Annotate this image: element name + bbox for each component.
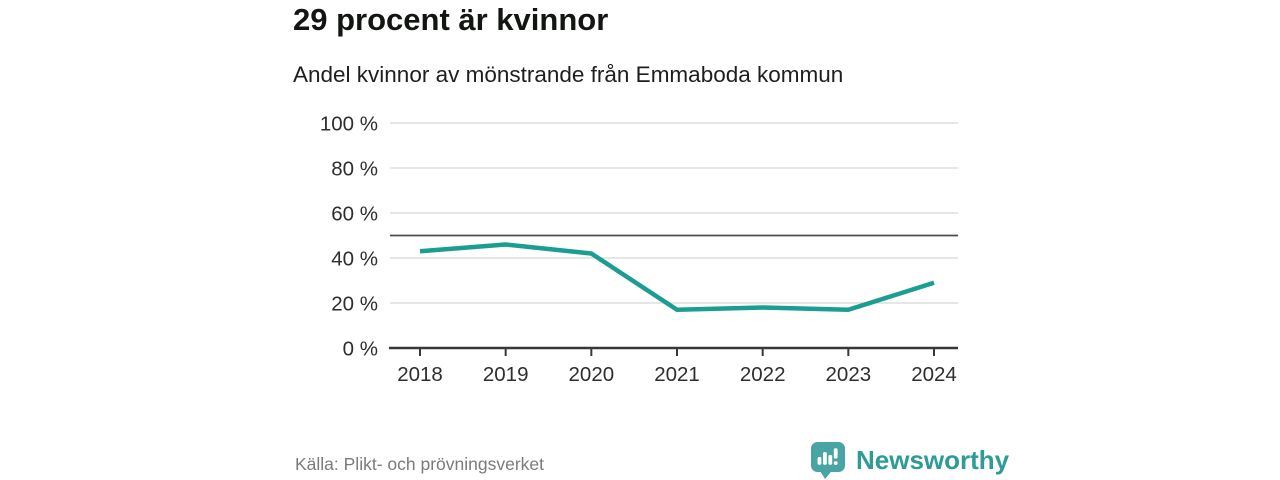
x-tick-label-2024: 2024 [911,363,957,386]
x-tick-label-2020: 2020 [569,363,615,386]
y-tick-label-100: 100 % [320,113,378,136]
newsworthy-logo-icon [811,442,845,479]
chart-title: 29 procent är kvinnor [293,2,609,37]
x-tick-label-2019: 2019 [483,363,529,386]
y-tick-label-0: 0 % [343,338,378,361]
x-tick-label-2018: 2018 [397,363,443,386]
x-tick-label-2023: 2023 [826,363,872,386]
y-tick-label-80: 80 % [331,158,378,181]
brand-lockup: Newsworthy [810,441,1009,479]
x-tick-label-2021: 2021 [654,363,700,386]
source-note: Källa: Plikt- och prövningsverket [295,454,544,474]
y-tick-label-60: 60 % [331,203,378,226]
y-tick-label-20: 20 % [331,293,378,316]
x-tick-label-2022: 2022 [740,363,786,386]
brand-name: Newsworthy [856,444,1010,475]
y-tick-label-40: 40 % [331,248,378,271]
chart-subtitle: Andel kvinnor av mönstrande från Emmabod… [293,62,844,87]
data-line-0 [419,242,935,312]
